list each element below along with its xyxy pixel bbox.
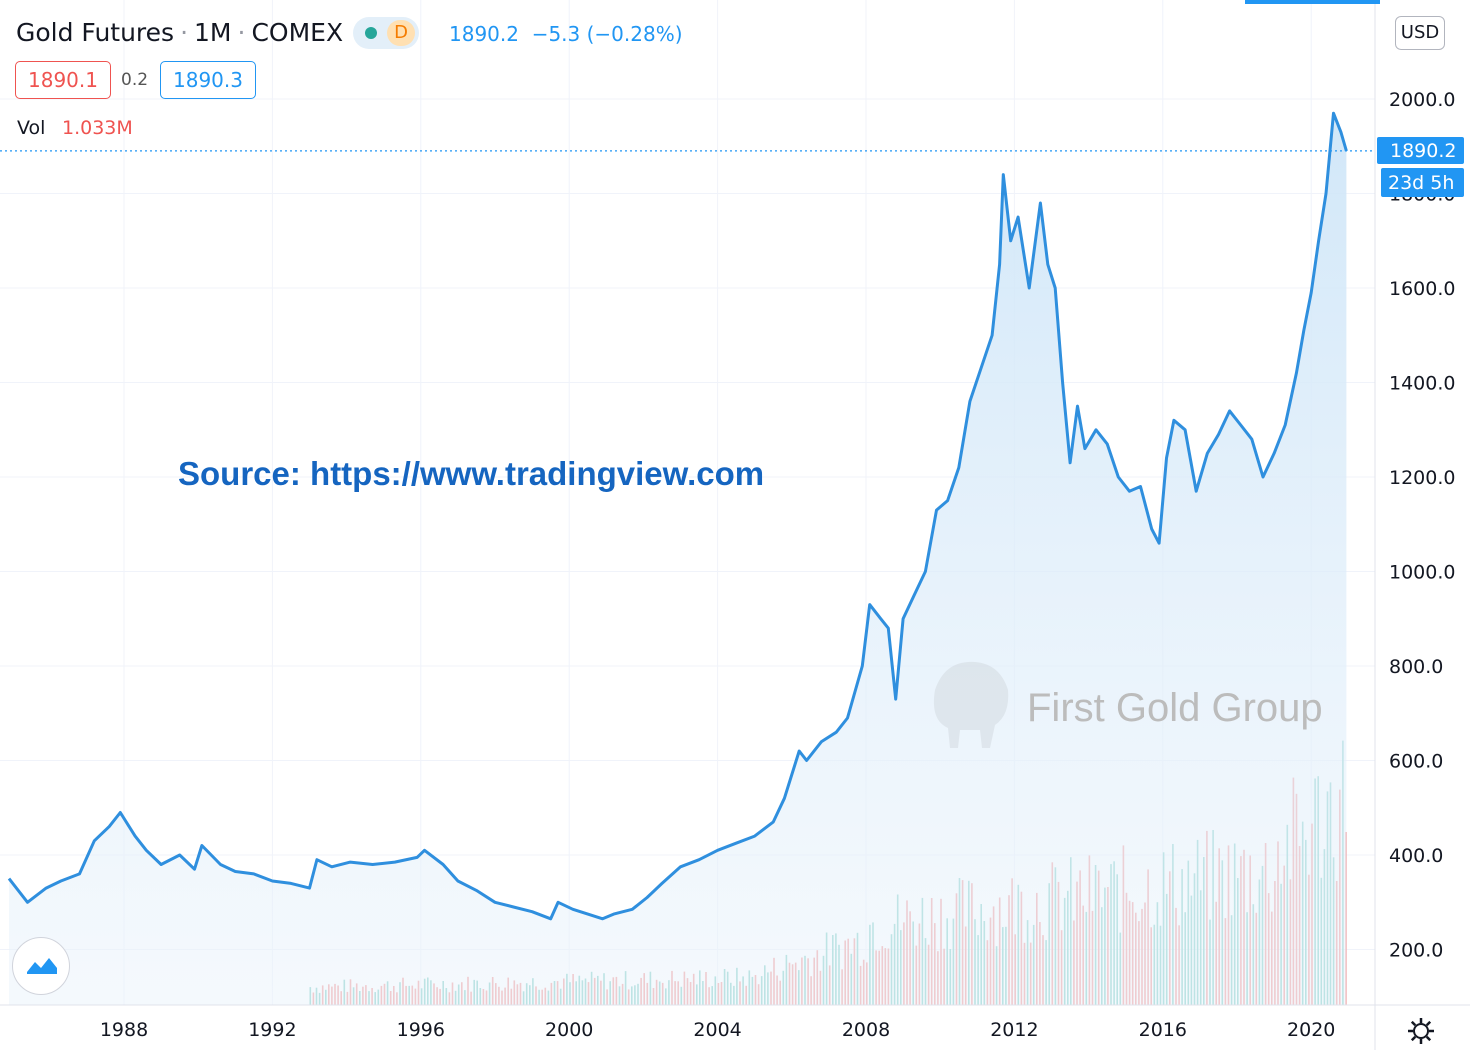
x-tick-label: 1992 <box>248 1019 296 1041</box>
x-tick-label: 1996 <box>397 1019 445 1041</box>
x-tick-label: 2020 <box>1287 1019 1335 1041</box>
x-tick-label: 2012 <box>990 1019 1038 1041</box>
price-line <box>7 111 1348 921</box>
x-tick-label: 1988 <box>100 1019 148 1041</box>
last-price-tag: 1890.2 23d 5h <box>1377 137 1464 197</box>
y-tick-label: 600.0 <box>1389 751 1443 773</box>
market-status-pill[interactable]: D <box>353 17 419 49</box>
price-change-readout: 1890.2 −5.3 (−0.28%) <box>449 22 683 46</box>
separator: · <box>180 18 189 47</box>
y-tick-label: 2000.0 <box>1389 89 1455 111</box>
y-tick-label: 200.0 <box>1389 940 1443 962</box>
volume-label: Vol <box>17 117 46 139</box>
y-tick-label: 1200.0 <box>1389 467 1455 489</box>
bison-icon <box>933 661 1009 748</box>
sell-price-button[interactable]: 1890.1 <box>15 61 111 99</box>
y-tick-label: 800.0 <box>1389 656 1443 678</box>
time-axis[interactable]: 1988 1992 1996 2000 2004 2008 2012 2016 2020 <box>100 1019 1336 1041</box>
symbol-name: Gold Futures <box>16 18 175 47</box>
x-tick-label: 2016 <box>1139 1019 1187 1041</box>
symbol-title[interactable]: Gold Futures · 1M · COMEX <box>16 18 343 47</box>
gear-icon[interactable] <box>1405 1015 1437 1047</box>
tradingview-logo-icon[interactable] <box>12 937 70 995</box>
market-open-dot-icon <box>365 27 377 39</box>
source-annotation: Source: https://www.tradingview.com <box>178 455 765 492</box>
delayed-badge: D <box>387 20 415 46</box>
price-axis[interactable]: 200.0 400.0 600.0 800.0 1000.0 1200.0 1400.0 16… <box>1389 89 1455 962</box>
volume-value: 1.033M <box>62 117 133 139</box>
buy-price-button[interactable]: 1890.3 <box>160 61 256 99</box>
y-tick-label: 1000.0 <box>1389 562 1455 584</box>
top-accent-bar <box>1245 0 1380 4</box>
exchange-label: COMEX <box>251 18 344 47</box>
watermark-text: First Gold Group <box>1027 686 1323 730</box>
x-tick-label: 2000 <box>545 1019 593 1041</box>
price-area-fill <box>9 113 1347 1005</box>
last-price-label: 1890.2 <box>1390 140 1456 162</box>
y-tick-label: 400.0 <box>1389 845 1443 867</box>
currency-button[interactable]: USD <box>1395 16 1445 50</box>
y-tick-label: 1600.0 <box>1389 278 1455 300</box>
x-tick-label: 2008 <box>842 1019 890 1041</box>
countdown-label: 23d 5h <box>1388 172 1454 194</box>
spread-value: 0.2 <box>121 70 149 90</box>
y-tick-label: 1400.0 <box>1389 373 1455 395</box>
x-tick-label: 2004 <box>693 1019 741 1041</box>
interval-label[interactable]: 1M <box>194 18 232 47</box>
separator: · <box>237 18 246 47</box>
